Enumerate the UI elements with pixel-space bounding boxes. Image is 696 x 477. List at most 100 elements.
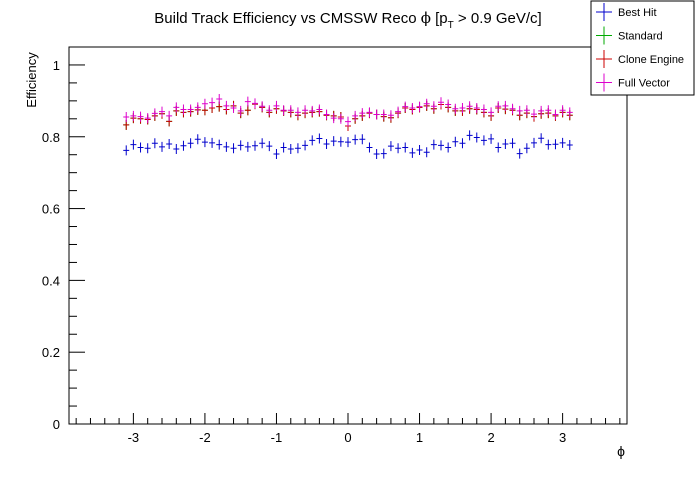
legend-marker — [596, 26, 612, 45]
data-point — [445, 142, 452, 153]
data-point — [302, 105, 309, 116]
data-point — [395, 143, 402, 154]
data-point — [531, 137, 537, 148]
data-point — [523, 105, 530, 116]
data-point — [366, 142, 373, 153]
data-point — [287, 105, 294, 116]
data-point — [166, 110, 173, 121]
data-point — [423, 147, 430, 158]
legend-marker — [596, 50, 612, 68]
data-point — [402, 142, 409, 153]
legend-label: Full Vector — [618, 78, 670, 90]
data-point — [566, 140, 573, 151]
data-point — [337, 113, 344, 124]
data-point — [216, 139, 223, 150]
data-point — [345, 116, 351, 127]
data-point — [509, 103, 516, 114]
data-point — [316, 133, 323, 144]
data-point — [373, 148, 380, 159]
data-point — [380, 109, 387, 120]
data-point — [216, 94, 223, 105]
data-point — [244, 141, 251, 152]
data-point — [488, 133, 495, 144]
legend: Best Hit Standard Clone Engine Full Vector — [590, 0, 695, 96]
x-tick-label: -2 — [199, 430, 211, 445]
legend-label: Best Hit — [618, 7, 657, 19]
data-point — [359, 134, 366, 145]
data-point — [495, 101, 502, 112]
data-point — [180, 140, 187, 151]
data-point — [366, 107, 373, 118]
data-point — [345, 137, 351, 148]
data-point — [252, 140, 258, 151]
data-point — [330, 113, 337, 124]
legend-label: Clone Engine — [618, 54, 684, 66]
data-point — [538, 105, 545, 116]
data-point — [459, 103, 466, 114]
data-point — [323, 138, 330, 149]
data-point — [137, 142, 144, 153]
chart-title: Build Track Efficiency vs CMSSW Reco ϕ [… — [154, 9, 541, 31]
data-point — [495, 142, 502, 153]
data-point — [237, 105, 244, 116]
axes: -3 -2 -1 0 1 2 3 0 0.2 0.4 0.6 0.8 1 — [42, 58, 621, 445]
data-point — [309, 105, 316, 116]
data-point — [187, 138, 194, 149]
data-point — [409, 147, 416, 158]
data-point — [516, 105, 523, 116]
data-point — [473, 103, 480, 114]
chart-title-bracket: [p — [431, 10, 448, 27]
data-point — [395, 106, 402, 117]
data-point — [151, 138, 158, 149]
data-point — [337, 136, 344, 147]
data-point — [294, 107, 301, 118]
data-point — [266, 141, 273, 152]
data-point — [409, 103, 416, 114]
data-point — [423, 98, 430, 109]
data-point — [502, 138, 509, 149]
legend-box — [590, 0, 695, 96]
data-point — [359, 108, 366, 119]
data-point — [509, 138, 516, 149]
data-point — [130, 110, 137, 121]
data-point — [416, 145, 423, 156]
data-point — [480, 104, 487, 115]
data-point — [330, 136, 337, 147]
data-point — [323, 109, 330, 120]
data-point — [380, 148, 387, 159]
y-tick-label: 0 — [53, 417, 60, 432]
x-tick-label: 2 — [487, 430, 494, 445]
data-point — [209, 137, 216, 148]
data-point — [273, 100, 280, 111]
x-axis-label: ϕ — [617, 443, 625, 459]
legend-label: Standard — [618, 31, 663, 43]
x-tick-label: 3 — [559, 430, 566, 445]
data-point — [273, 148, 280, 159]
data-point — [144, 143, 151, 154]
data-point — [373, 109, 380, 120]
x-tick-label: 1 — [416, 430, 423, 445]
data-point — [244, 96, 251, 107]
data-point — [516, 148, 523, 159]
y-tick-label: 1 — [53, 58, 60, 73]
data-point — [230, 143, 237, 154]
data-point — [266, 105, 273, 116]
data-point — [130, 139, 137, 150]
data-point — [159, 106, 165, 117]
data-point — [430, 139, 437, 150]
data-point — [545, 105, 552, 116]
data-point — [416, 101, 423, 112]
chart-title-phi: ϕ — [421, 9, 431, 27]
data-point — [159, 141, 165, 152]
y-tick-label: 0.2 — [42, 345, 60, 360]
data-point — [173, 102, 180, 113]
data-point — [352, 134, 359, 145]
data-point — [259, 138, 266, 149]
series-full-vector — [123, 94, 573, 127]
data-point — [387, 110, 394, 121]
data-point — [445, 99, 452, 110]
data-point — [480, 135, 487, 146]
data-point — [209, 97, 216, 108]
